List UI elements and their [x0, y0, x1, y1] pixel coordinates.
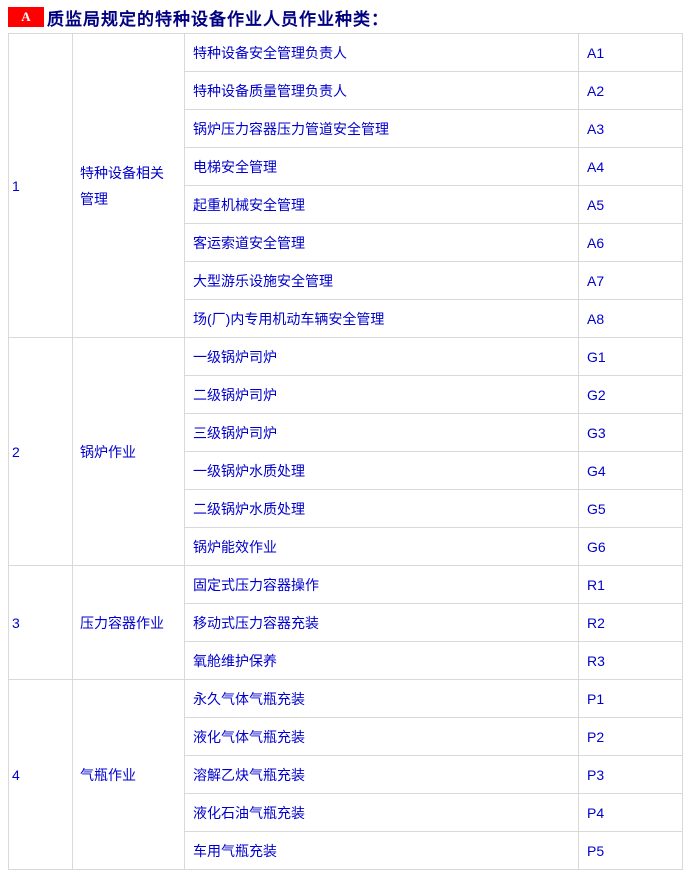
item-code-cell: A5 — [578, 185, 683, 224]
group-category-cell: 压力容器作业 — [72, 565, 185, 680]
item-code-cell: G6 — [578, 527, 683, 566]
item-name-cell: 固定式压力容器操作 — [184, 565, 579, 604]
item-name-cell: 锅炉压力容器压力管道安全管理 — [184, 109, 579, 148]
page-title: 质监局规定的特种设备作业人员作业种类： — [47, 9, 389, 29]
item-code-cell: A4 — [578, 147, 683, 186]
table-row: 氧舱维护保养 R3 — [9, 641, 683, 680]
item-name-cell: 一级锅炉司炉 — [184, 337, 579, 376]
table-row: 特种设备质量管理负责人 A2 — [9, 71, 683, 110]
item-name-cell: 车用气瓶充装 — [184, 831, 579, 870]
item-code-cell: G4 — [578, 451, 683, 490]
table-row: 移动式压力容器充装 R2 — [9, 603, 683, 642]
item-code-cell: P4 — [578, 793, 683, 832]
item-code-cell: R2 — [578, 603, 683, 642]
item-code-cell: A3 — [578, 109, 683, 148]
item-name-cell: 氧舱维护保养 — [184, 641, 579, 680]
item-code-cell: A2 — [578, 71, 683, 110]
item-name-cell: 电梯安全管理 — [184, 147, 579, 186]
item-code-cell: P1 — [578, 679, 683, 718]
group-category-cell: 锅炉作业 — [72, 337, 185, 566]
item-name-cell: 二级锅炉司炉 — [184, 375, 579, 414]
section-badge: A — [8, 7, 44, 27]
item-code-cell: P2 — [578, 717, 683, 756]
item-name-cell: 特种设备安全管理负责人 — [184, 33, 579, 72]
page-header: A 质监局规定的特种设备作业人员作业种类： — [8, 6, 682, 29]
item-code-cell: P5 — [578, 831, 683, 870]
group-category-cell: 特种设备相关管理 — [72, 33, 185, 338]
item-code-cell: G5 — [578, 489, 683, 528]
item-code-cell: G1 — [578, 337, 683, 376]
jobs-table-body: 1 特种设备相关管理 特种设备安全管理负责人 A1 特种设备质量管理负责人 A2 锅炉压力容… — [8, 33, 683, 870]
table-row: 二级锅炉水质处理 G5 — [9, 489, 683, 528]
item-code-cell: A6 — [578, 223, 683, 262]
group-category-cell: 气瓶作业 — [72, 679, 185, 870]
table-row: 液化石油气瓶充装 P4 — [9, 793, 683, 832]
table-row: 液化气体气瓶充装 P2 — [9, 717, 683, 756]
item-name-cell: 二级锅炉水质处理 — [184, 489, 579, 528]
table-row: 2 锅炉作业 一级锅炉司炉 G1 — [8, 337, 683, 566]
item-name-cell: 永久气体气瓶充装 — [184, 679, 579, 718]
group-number-cell: 1 — [8, 33, 73, 338]
item-name-cell: 客运索道安全管理 — [184, 223, 579, 262]
group-number-cell: 2 — [8, 337, 73, 566]
item-name-cell: 液化石油气瓶充装 — [184, 793, 579, 832]
table-row: 场(厂)内专用机动车辆安全管理 A8 — [9, 299, 683, 338]
table-row: 客运索道安全管理 A6 — [9, 223, 683, 262]
table-row: 锅炉能效作业 G6 — [9, 527, 683, 566]
group-number-cell: 3 — [8, 565, 73, 680]
jobs-table: 1 特种设备相关管理 特种设备安全管理负责人 A1 特种设备质量管理负责人 A2 锅炉压力容… — [8, 33, 683, 870]
table-row: 溶解乙炔气瓶充装 P3 — [9, 755, 683, 794]
table-row: 三级锅炉司炉 G3 — [9, 413, 683, 452]
item-code-cell: A7 — [578, 261, 683, 300]
table-row: 4 气瓶作业 永久气体气瓶充装 P1 — [8, 679, 683, 870]
item-name-cell: 场(厂)内专用机动车辆安全管理 — [184, 299, 579, 338]
item-name-cell: 起重机械安全管理 — [184, 185, 579, 224]
table-row: 1 特种设备相关管理 特种设备安全管理负责人 A1 — [8, 33, 683, 338]
item-code-cell: R1 — [578, 565, 683, 604]
item-name-cell: 液化气体气瓶充装 — [184, 717, 579, 756]
item-name-cell: 一级锅炉水质处理 — [184, 451, 579, 490]
table-row: 3 压力容器作业 固定式压力容器操作 R1 — [8, 565, 683, 680]
table-row: 大型游乐设施安全管理 A7 — [9, 261, 683, 300]
table-row: 二级锅炉司炉 G2 — [9, 375, 683, 414]
item-code-cell: A1 — [578, 33, 683, 72]
item-name-cell: 移动式压力容器充装 — [184, 603, 579, 642]
table-row: 电梯安全管理 A4 — [9, 147, 683, 186]
item-name-cell: 三级锅炉司炉 — [184, 413, 579, 452]
table-row: 锅炉压力容器压力管道安全管理 A3 — [9, 109, 683, 148]
item-code-cell: G2 — [578, 375, 683, 414]
item-name-cell: 特种设备质量管理负责人 — [184, 71, 579, 110]
table-row: 起重机械安全管理 A5 — [9, 185, 683, 224]
item-name-cell: 大型游乐设施安全管理 — [184, 261, 579, 300]
item-code-cell: A8 — [578, 299, 683, 338]
item-code-cell: G3 — [578, 413, 683, 452]
item-name-cell: 溶解乙炔气瓶充装 — [184, 755, 579, 794]
group-number-cell: 4 — [8, 679, 73, 870]
item-name-cell: 锅炉能效作业 — [184, 527, 579, 566]
item-code-cell: P3 — [578, 755, 683, 794]
item-code-cell: R3 — [578, 641, 683, 680]
